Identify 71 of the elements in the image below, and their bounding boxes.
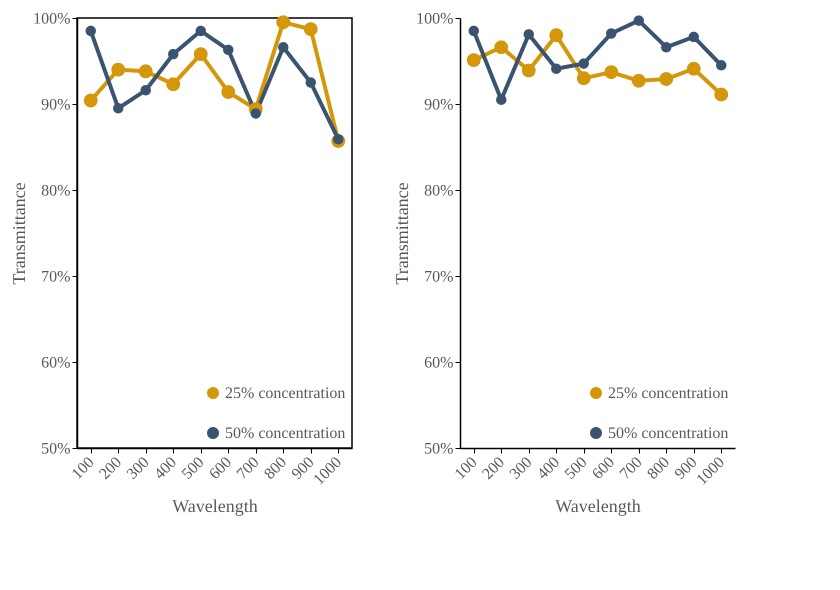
y-tick-label: 60% <box>41 354 70 372</box>
point <box>168 48 178 60</box>
y-axis-title: Transmittance <box>9 182 30 285</box>
point <box>522 64 536 78</box>
point <box>688 32 699 42</box>
point <box>606 28 616 39</box>
point <box>140 85 151 96</box>
y-tick-label: 50% <box>424 440 454 458</box>
point <box>196 26 206 36</box>
point <box>84 94 98 108</box>
y-tick-label: 80% <box>41 182 70 200</box>
point <box>549 28 564 42</box>
point <box>306 77 316 88</box>
point <box>113 103 124 114</box>
x-tick-label: 100 <box>68 454 98 483</box>
point <box>221 85 236 99</box>
point <box>632 74 646 88</box>
x-tick-label: 800 <box>644 454 674 483</box>
x-tick-label: 300 <box>124 454 153 483</box>
point <box>86 26 96 36</box>
point <box>278 42 288 52</box>
x-tick-label: 600 <box>589 454 618 483</box>
point <box>223 44 234 56</box>
y-tick-label: 90% <box>424 96 454 114</box>
x-tick-label: 700 <box>234 454 263 483</box>
point <box>138 64 153 78</box>
y-axis-title: Transmittance <box>392 182 412 285</box>
point <box>524 29 534 40</box>
legend-label: 25% concentration <box>225 385 346 402</box>
legend-label: 50% concentration <box>608 425 728 442</box>
point <box>551 64 562 74</box>
x-tick-label: 400 <box>534 454 564 483</box>
x-tick-label: 800 <box>261 454 290 483</box>
y-tick-label: 90% <box>41 96 70 114</box>
x-tick-label: 500 <box>178 454 208 483</box>
point <box>494 40 508 54</box>
point <box>276 15 290 30</box>
y-tick-label: 100% <box>33 10 70 28</box>
x-tick-label: 400 <box>151 454 180 483</box>
point <box>166 77 180 92</box>
y-tick-label: 50% <box>41 440 70 458</box>
x-tick-label: 300 <box>506 454 536 483</box>
point <box>111 62 126 76</box>
point <box>194 47 208 61</box>
x-axis-title: Wavelength <box>172 496 258 516</box>
y-tick-label: 70% <box>41 268 70 286</box>
point <box>686 62 701 76</box>
point <box>604 65 618 80</box>
point <box>466 53 481 68</box>
x-tick-label: 600 <box>206 454 236 483</box>
point <box>468 26 479 36</box>
y-tick-label: 70% <box>424 268 454 286</box>
point <box>304 22 318 36</box>
y-tick-label: 60% <box>424 354 454 372</box>
legend-label: 25% concentration <box>608 385 728 402</box>
point <box>576 71 591 86</box>
x-tick-label: 200 <box>96 454 126 483</box>
x-tick-label: 100 <box>452 454 481 483</box>
y-tick-label: 100% <box>416 10 454 28</box>
x-tick-label: 700 <box>616 454 646 483</box>
x-axis-title: Wavelength <box>555 496 641 516</box>
legend-label: 50% concentration <box>225 425 346 442</box>
point <box>661 42 672 52</box>
point <box>578 58 589 69</box>
point <box>634 15 644 26</box>
point <box>716 60 726 71</box>
point <box>659 72 674 86</box>
x-tick-label: 500 <box>562 454 591 483</box>
y-tick-label: 80% <box>424 182 454 200</box>
point <box>714 88 728 102</box>
x-tick-label: 200 <box>479 454 508 483</box>
